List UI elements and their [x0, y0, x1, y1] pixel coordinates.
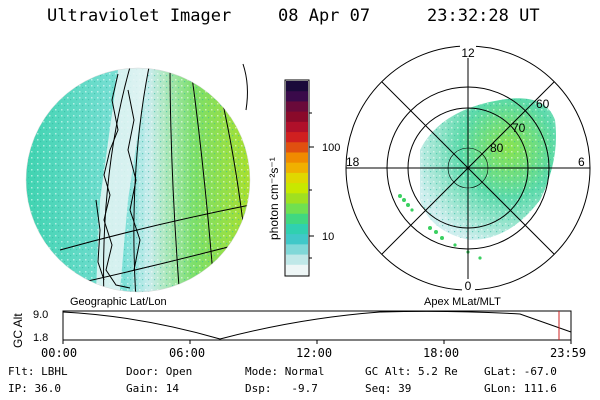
- timeline-ylabel: GC Alt: [11, 313, 25, 348]
- colorbar-cell: [286, 81, 308, 92]
- info-ip: IP: 36.0: [8, 382, 61, 395]
- left-map-caption: Geographic Lat/Lon: [70, 296, 167, 308]
- colorbar-cell: [286, 213, 308, 225]
- info-door: Door: Open: [126, 365, 193, 378]
- colorbar-cell: [286, 172, 308, 184]
- colorbar-cell: [286, 264, 308, 276]
- right-auroral-image: [398, 98, 556, 260]
- colorbar: [284, 79, 314, 277]
- timeline-xtick: 23:59: [550, 346, 587, 360]
- mlt-label-6: 6: [578, 155, 585, 169]
- colorbar-cell: [286, 223, 308, 235]
- left-auroral-image: [26, 68, 250, 292]
- colorbar-tick-100: 100: [322, 142, 340, 154]
- colorbar-cell: [286, 91, 308, 102]
- timeline-xtick: 18:00: [423, 346, 460, 360]
- info-mode: Mode: Normal: [245, 365, 325, 378]
- mlt-label-0: 0: [465, 279, 472, 293]
- info-filter: Flt: LBHL: [8, 365, 68, 378]
- colorbar-cell: [286, 203, 308, 215]
- info-dsp: Dsp: -9.7: [245, 382, 318, 395]
- time-label: 23:32:28 UT: [427, 6, 540, 26]
- info-glat: GLat: -67.0: [484, 365, 557, 378]
- timeline-ytick-low: 1.8: [33, 332, 48, 344]
- colorbar-cell: [286, 111, 308, 123]
- mlat-label-70: 70: [512, 121, 526, 135]
- colorbar-cell: [286, 162, 308, 174]
- mlt-label-12: 12: [461, 46, 475, 60]
- colorbar-cell: [286, 142, 308, 153]
- info-glon: GLon: 111.6: [484, 382, 557, 395]
- colorbar-cell: [286, 193, 308, 205]
- mlt-label-18: 18: [346, 155, 360, 169]
- timeline-xtick: 06:00: [169, 346, 206, 360]
- right-map-caption: Apex MLat/MLT: [424, 296, 501, 308]
- polar-grid: [345, 45, 591, 291]
- colorbar-cell: [286, 234, 308, 245]
- info-seq: Seq: 39: [365, 382, 412, 395]
- timeline-ytick-high: 9.0: [33, 309, 48, 321]
- info-gain: Gain: 14: [126, 382, 179, 395]
- mlat-label-80: 80: [490, 141, 504, 155]
- colorbar-cell: [286, 254, 308, 266]
- colorbar-cell: [286, 244, 308, 256]
- colorbar-cell: [286, 183, 308, 194]
- altitude-timeline: [62, 310, 572, 344]
- colorbar-cell: [286, 132, 308, 143]
- colorbar-unit-label: photon cm⁻²s⁻¹: [267, 157, 281, 240]
- timeline-xtick: 00:00: [41, 346, 78, 360]
- colorbar-cell: [286, 101, 308, 113]
- colorbar-cell: [286, 121, 308, 133]
- colorbar-cell: [286, 152, 308, 164]
- info-gc-alt: GC Alt: 5.2 Re: [365, 365, 458, 378]
- mlat-label-60: 60: [536, 97, 550, 111]
- instrument-title: Ultraviolet Imager: [47, 6, 232, 26]
- timeline-xtick: 12:00: [296, 346, 333, 360]
- colorbar-tick-10: 10: [322, 231, 334, 243]
- date-label: 08 Apr 07: [278, 6, 371, 26]
